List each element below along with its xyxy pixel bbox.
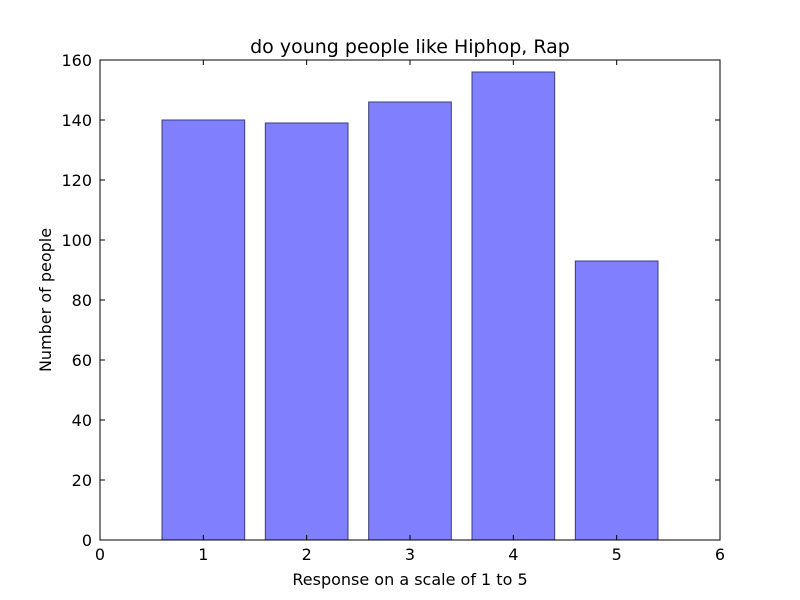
bar-5 xyxy=(574,260,659,541)
bars-group xyxy=(161,71,659,541)
bar-4 xyxy=(471,71,556,541)
bar-1 xyxy=(161,119,246,541)
y-axis-ticks: 0 20 40 60 80 100 120 140 160 xyxy=(61,51,720,550)
x-tick-label: 5 xyxy=(612,545,622,564)
y-tick-label: 60 xyxy=(72,351,92,370)
x-tick-label: 6 xyxy=(715,545,725,564)
y-tick-label: 20 xyxy=(72,471,92,490)
y-tick-label: 100 xyxy=(61,231,92,250)
y-tick-label: 40 xyxy=(72,411,92,430)
x-tick-label: 2 xyxy=(302,545,312,564)
y-tick-label: 120 xyxy=(61,171,92,190)
y-tick-label: 0 xyxy=(82,531,92,550)
x-tick-label: 0 xyxy=(95,545,105,564)
y-axis-label: Number of people xyxy=(36,228,55,372)
chart-title: do young people like Hiphop, Rap xyxy=(250,36,570,58)
bar-2 xyxy=(264,122,349,541)
x-axis-label: Response on a scale of 1 to 5 xyxy=(292,570,527,589)
x-tick-label: 4 xyxy=(508,545,518,564)
x-axis-ticks: 0 1 2 3 4 5 6 xyxy=(95,60,725,564)
bar-3 xyxy=(368,101,452,541)
x-tick-label: 3 xyxy=(405,545,415,564)
y-tick-label: 140 xyxy=(61,111,92,130)
x-tick-label: 1 xyxy=(198,545,208,564)
y-tick-label: 160 xyxy=(61,51,92,70)
y-tick-label: 80 xyxy=(72,291,92,310)
